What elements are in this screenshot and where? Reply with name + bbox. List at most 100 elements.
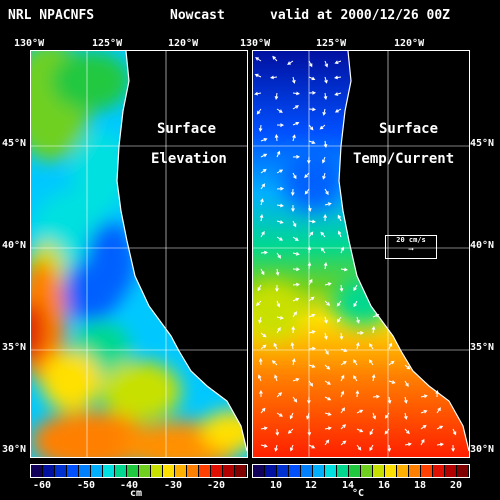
current-vector-arrow: [276, 220, 284, 224]
current-vector-arrow: [334, 108, 342, 113]
current-vector-arrow: [308, 91, 317, 95]
current-vector-arrow: [356, 342, 360, 350]
current-vector-arrow: [308, 444, 316, 449]
current-vector-arrow: [260, 344, 267, 350]
current-vector-arrow: [307, 262, 312, 270]
current-vector-arrow: [258, 357, 263, 366]
current-vector-arrow: [420, 424, 427, 430]
current-vector-arrow: [275, 284, 279, 293]
current-vector-arrow: [276, 327, 281, 334]
current-vector-arrow: [353, 300, 358, 308]
elevation-colorbar: [30, 464, 248, 478]
colorbar-swatch: [397, 465, 409, 477]
current-vector-arrow: [308, 380, 314, 387]
current-vector-arrow: [339, 284, 344, 292]
colorbar-swatch: [421, 465, 433, 477]
colorbar-swatch: [43, 465, 55, 477]
colorbar-swatch: [301, 465, 313, 477]
current-vector-arrow: [356, 331, 365, 335]
colorbar-swatch: [175, 465, 187, 477]
current-vector-arrow: [451, 444, 455, 453]
lat-label-left-30: 30°N: [2, 444, 27, 455]
colorbar-swatch: [211, 465, 223, 477]
current-vector-arrow: [436, 442, 444, 447]
colorbar-swatch: [115, 465, 127, 477]
current-scale-arrow-icon: ⟶: [408, 245, 414, 253]
current-vector-arrow: [292, 155, 301, 159]
elevation-tick-m30: -30: [164, 480, 183, 491]
current-vector-arrow: [308, 364, 316, 368]
current-vector-arrow: [369, 343, 374, 350]
current-vector-arrow: [292, 297, 300, 302]
colorbar-swatch: [55, 465, 67, 477]
current-vector-arrow: [308, 60, 313, 68]
elevation-title-line2: Elevation: [151, 151, 227, 167]
current-vector-arrow: [307, 428, 312, 437]
colorbar-swatch: [313, 465, 325, 477]
current-vector-arrow: [292, 311, 297, 318]
temperature-tick-16: 16: [378, 480, 391, 491]
current-vector-arrow: [340, 374, 345, 382]
colorbar-swatch: [223, 465, 235, 477]
temperature-unit: °C: [352, 488, 365, 499]
current-vector-arrow: [308, 346, 317, 351]
current-vector-arrow: [276, 186, 285, 191]
colorbar-swatch: [373, 465, 385, 477]
current-vector-arrow: [292, 236, 299, 241]
current-vector-arrow: [259, 389, 263, 398]
lat-label-right-30: 30°N: [470, 444, 495, 455]
current-vector-arrow: [337, 230, 342, 238]
elevation-title-line1: Surface: [157, 121, 217, 137]
current-vector-arrow: [276, 315, 284, 320]
current-vector-arrow: [292, 282, 301, 287]
current-vector-arrow: [334, 75, 342, 80]
current-vector-arrow: [340, 348, 348, 353]
current-vector-arrow: [260, 268, 265, 276]
current-vector-arrow: [254, 91, 262, 96]
current-vector-arrow: [369, 444, 374, 452]
current-vector-arrow: [308, 278, 313, 286]
colorbar-swatch: [187, 465, 199, 477]
current-vector-arrow: [420, 394, 428, 399]
current-vector-arrow: [276, 169, 284, 174]
current-vector-arrow: [324, 282, 332, 286]
current-vector-arrow: [324, 439, 330, 446]
colorbar-swatch: [325, 465, 337, 477]
current-vector-arrow: [260, 198, 264, 206]
current-vector-arrow: [260, 443, 268, 448]
temperature-colorbar: [252, 464, 470, 478]
current-vector-arrow: [420, 409, 428, 414]
lon-label-right-130: 130°W: [240, 38, 271, 49]
current-vector-arrow: [323, 213, 328, 222]
current-vector-arrow: [322, 172, 326, 180]
current-vector-arrow: [275, 428, 280, 437]
current-vector-arrow: [384, 412, 390, 419]
current-vector-arrow: [320, 247, 326, 254]
current-vector-arrow: [308, 330, 316, 334]
current-vector-arrow: [353, 375, 358, 382]
colorbar-swatch: [199, 465, 211, 477]
current-vector-arrow: [258, 124, 263, 132]
current-vector-arrow: [260, 183, 266, 190]
current-vector-arrow: [276, 236, 284, 241]
current-vector-arrow: [289, 412, 294, 420]
colorbar-swatch: [235, 465, 247, 477]
current-vector-arrow: [276, 252, 282, 259]
colorbar-swatch: [67, 465, 79, 477]
current-vector-arrow: [324, 316, 328, 324]
lat-label-right-40: 40°N: [470, 240, 495, 251]
current-vector-arrow: [306, 156, 311, 165]
current-vector-arrow: [340, 246, 345, 254]
elevation-tick-m20: -20: [207, 480, 226, 491]
header-valid-time: valid at 2000/12/26 00Z: [270, 8, 451, 23]
current-vector-arrow: [304, 172, 310, 179]
current-vector-arrow: [324, 332, 328, 340]
current-vector-arrow: [291, 358, 296, 366]
current-scale-box: 20 cm/s ⟶: [385, 235, 437, 259]
lat-label-right-35: 35°N: [470, 342, 495, 353]
current-vector-arrow: [336, 316, 342, 323]
current-vector-arrow: [290, 188, 295, 197]
colorbar-swatch: [361, 465, 373, 477]
current-vector-arrow: [371, 374, 376, 382]
current-vector-arrow: [291, 204, 295, 213]
